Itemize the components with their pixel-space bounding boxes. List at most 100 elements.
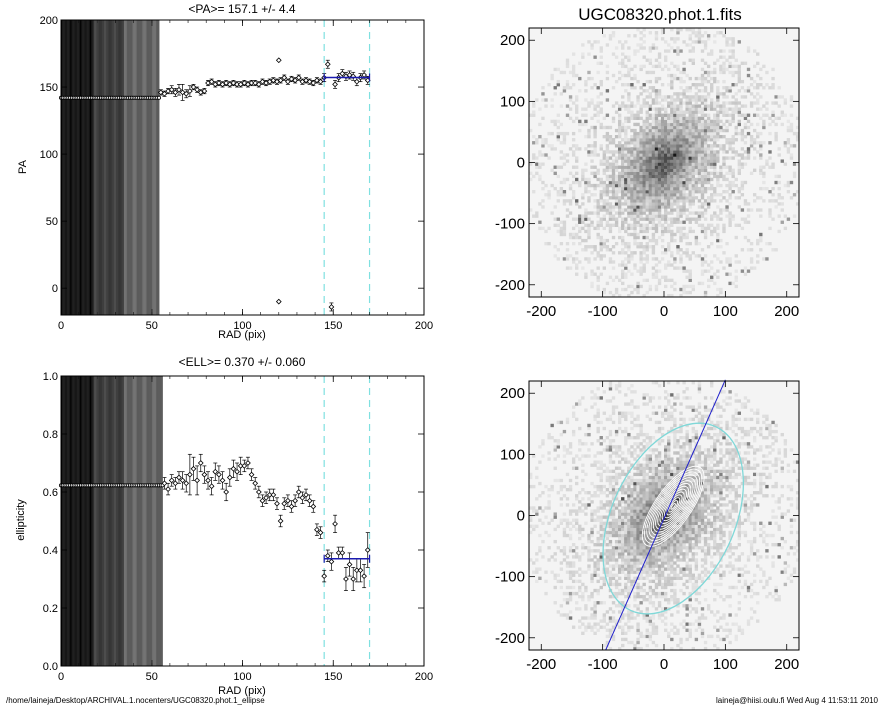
image-pixel [670,61,674,65]
image-pixel [651,275,656,279]
image-pixel [587,180,591,185]
image-pixel [697,625,702,629]
image-pixel [633,576,637,580]
image-pixel [667,278,671,283]
image-pixel [562,134,567,139]
image-pixel [617,147,622,151]
image-pixel [651,628,656,632]
image-pixel [642,539,646,544]
image-pixel [685,131,689,136]
image-pixel [614,174,619,179]
image-pixel [783,226,788,231]
image-pixel [584,238,588,243]
image-pixel [630,543,634,547]
image-pixel [602,226,607,231]
image-pixel [719,144,723,148]
image-pixel [633,214,637,218]
image-pixel [587,594,591,599]
image-pixel [682,141,686,145]
image-pixel [706,171,711,176]
image-pixel [617,235,622,240]
image-pixel [581,238,585,243]
image-pixel [633,202,637,206]
image-pixel [639,555,643,559]
image-pixel [654,165,659,169]
image-pixel [602,162,607,166]
image-pixel [596,199,600,203]
image-pixel [667,199,671,203]
image-pixel [682,131,686,136]
image-pixel [697,147,702,151]
image-pixel [728,628,732,632]
image-pixel [703,598,708,602]
image-pixel [719,171,723,176]
image-pixel [786,125,791,130]
y-tick-label: 100 [40,149,58,161]
image-pixel [664,594,668,599]
image-pixel [547,144,551,148]
image-pixel [722,113,726,117]
image-pixel [556,119,560,124]
image-pixel [691,202,695,206]
image-pixel [584,122,588,127]
image-pixel [642,202,646,206]
image-pixel [737,73,742,78]
image-pixel [756,254,760,258]
image-pixel [710,199,714,203]
image-pixel [697,159,702,163]
image-pixel [673,162,677,166]
image-pixel [654,549,659,553]
image-pixel [645,235,649,240]
image-pixel [636,162,640,166]
diamond-marker [277,518,284,524]
image-pixel [749,208,754,212]
image-pixel [621,138,625,142]
image-pixel [660,83,665,87]
image-pixel [611,293,616,298]
image-pixel [605,552,610,556]
image-pixel [777,229,781,234]
image-pixel [593,150,597,154]
image-pixel [734,64,738,69]
image-pixel [639,223,643,227]
image-pixel [639,226,643,231]
image-pixel [703,165,708,169]
image-pixel [716,79,720,84]
image-pixel [581,582,585,587]
image-pixel [722,128,726,133]
image-pixel [694,86,699,90]
image-pixel [621,251,625,255]
image-pixel [556,573,560,577]
image-pixel [670,177,674,182]
image-pixel [682,193,686,197]
image-pixel [584,180,588,185]
image-pixel [688,254,692,258]
image-pixel [676,64,680,69]
image-pixel [593,561,597,565]
image-pixel [605,64,610,69]
image-pixel [590,223,594,227]
image-pixel [682,147,686,151]
image-pixel [728,186,732,191]
image-pixel [544,138,548,142]
image-pixel [621,558,625,562]
image-pixel [676,631,680,636]
image-pixel [593,113,597,117]
image-pixel [568,232,573,237]
image-pixel [786,150,791,154]
image-pixel [713,141,717,145]
image-pixel [706,546,711,550]
image-pixel [654,217,659,221]
image-pixel [553,86,557,90]
image-pixel [725,190,729,194]
image-pixel [697,177,702,182]
image-pixel [789,98,794,102]
image-pixel [651,180,656,185]
image-pixel [599,558,603,562]
image-pixel [694,211,699,215]
image-pixel [621,241,625,246]
image-pixel [792,144,797,148]
diamond-marker [277,77,284,84]
x-tick-label: 150 [324,671,342,683]
image-pixel [547,156,551,160]
